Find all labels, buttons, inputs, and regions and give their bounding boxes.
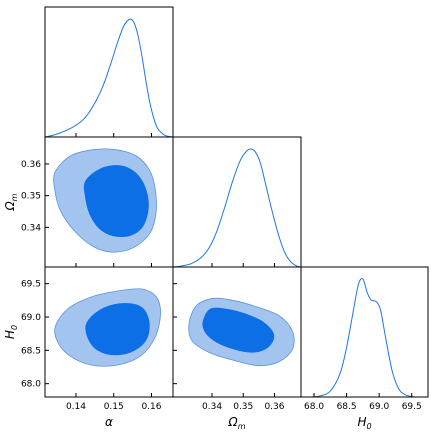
- x-tick-label: 0.35: [233, 402, 253, 412]
- marginal-panel-omega_m: [173, 148, 301, 267]
- x-tick-label: 68.0: [304, 402, 324, 412]
- x-tick-label: 68.5: [337, 402, 357, 412]
- axis-label-sub: m: [10, 193, 19, 201]
- marginal-panel-h0: [301, 278, 428, 397]
- contour-68-inner: [85, 303, 150, 356]
- axis-label-sub: 0: [10, 325, 19, 330]
- marginal-curve-h0: [301, 278, 428, 397]
- y-tick-label: 0.34: [21, 223, 41, 233]
- axis-label-main: H: [357, 415, 366, 429]
- x-tick-label: 0.36: [264, 402, 284, 412]
- y-axis-label-omega_m: Ωm: [3, 193, 19, 211]
- y-tick-label: 0.35: [21, 192, 41, 202]
- contour-68-inner: [202, 307, 275, 353]
- x-tick-label: 0.34: [202, 402, 222, 412]
- y-tick-label: 68.5: [21, 346, 41, 356]
- x-tick-label: 69.5: [402, 402, 422, 412]
- x-axis-label-h0: H0: [357, 415, 371, 431]
- contour-panel-omega_m-h0: [188, 297, 295, 367]
- x-axis-label-omega_m: Ωm: [228, 415, 246, 431]
- y-tick-label: 68.0: [21, 380, 41, 390]
- axis-label-sub: m: [238, 422, 246, 431]
- x-axis-label-alpha: α: [105, 415, 113, 429]
- x-tick-label: 0.14: [66, 402, 86, 412]
- marginal-curve-omega_m: [173, 148, 301, 267]
- x-tick-label: 0.15: [104, 402, 124, 412]
- x-tick-label: 0.16: [141, 402, 161, 412]
- axis-label-main: Ω: [228, 415, 239, 429]
- marginal-curve-alpha: [45, 18, 173, 137]
- marginal-panel-alpha: [45, 18, 173, 137]
- y-axis-label-h0: H0: [3, 325, 19, 339]
- contour-panel-alpha-omega_m: [53, 148, 157, 253]
- contour-panel-alpha-h0: [54, 288, 161, 367]
- panel-frame: [172, 136, 302, 268]
- contour-68-inner: [83, 165, 149, 237]
- y-tick-label: 0.36: [21, 160, 41, 170]
- panel-frame: [300, 266, 429, 398]
- axis-label-main: H: [3, 330, 17, 339]
- y-tick-label: 69.0: [21, 313, 41, 323]
- x-tick-label: 69.0: [369, 402, 389, 412]
- axis-label-sub: 0: [366, 422, 371, 431]
- axis-label-main: Ω: [3, 200, 17, 211]
- y-tick-label: 69.5: [21, 280, 41, 290]
